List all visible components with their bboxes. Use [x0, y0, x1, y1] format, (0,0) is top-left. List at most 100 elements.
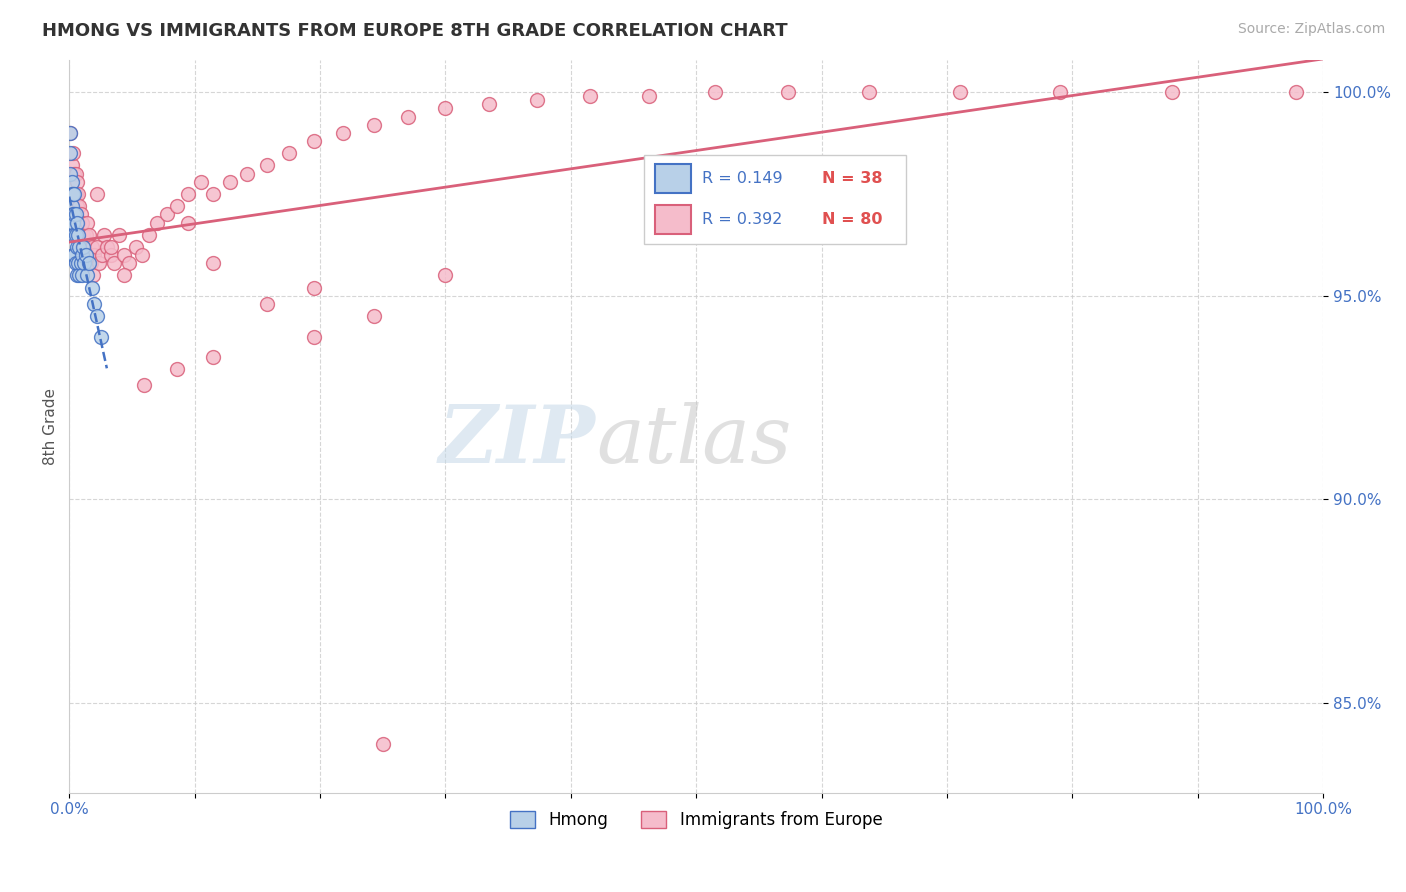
Point — [526, 93, 548, 107]
Point — [59, 126, 82, 140]
Point — [66, 240, 89, 254]
Point — [103, 256, 125, 270]
Point — [80, 280, 103, 294]
Point — [69, 235, 91, 250]
Point — [112, 248, 135, 262]
Point — [202, 350, 225, 364]
Point — [79, 227, 101, 242]
Point — [332, 126, 354, 140]
Point — [66, 215, 89, 229]
Point — [63, 186, 86, 201]
Point — [125, 240, 148, 254]
Point — [62, 186, 84, 201]
Point — [256, 297, 278, 311]
Point — [60, 159, 83, 173]
Point — [134, 378, 156, 392]
Point — [70, 248, 93, 262]
Point — [60, 199, 83, 213]
Point — [76, 268, 98, 283]
Point — [108, 227, 131, 242]
Point — [62, 207, 84, 221]
Point — [277, 146, 299, 161]
Point — [949, 85, 972, 99]
Point — [218, 175, 240, 189]
Point — [83, 297, 105, 311]
Point — [69, 256, 91, 270]
Point — [166, 199, 188, 213]
Point — [72, 240, 94, 254]
Point — [256, 159, 278, 173]
Point — [66, 186, 89, 201]
Point — [858, 85, 880, 99]
Point — [156, 207, 179, 221]
Point — [70, 215, 93, 229]
Point — [62, 215, 84, 229]
Point — [90, 248, 112, 262]
Point — [478, 97, 501, 112]
Text: N = 38: N = 38 — [823, 171, 883, 186]
FancyBboxPatch shape — [655, 205, 692, 234]
Point — [93, 227, 115, 242]
Point — [396, 110, 419, 124]
Point — [59, 167, 82, 181]
Point — [302, 329, 325, 343]
Point — [73, 240, 96, 254]
Point — [66, 215, 89, 229]
Point — [190, 175, 212, 189]
Text: atlas: atlas — [596, 402, 792, 480]
Point — [67, 227, 90, 242]
Point — [75, 248, 97, 262]
Point — [59, 126, 82, 140]
Point — [86, 186, 108, 201]
Point — [776, 85, 799, 99]
FancyBboxPatch shape — [655, 164, 692, 193]
Point — [70, 248, 93, 262]
Point — [65, 167, 87, 181]
Point — [1049, 85, 1071, 99]
Text: N = 80: N = 80 — [823, 212, 883, 227]
Point — [637, 89, 659, 103]
Point — [62, 248, 84, 262]
Point — [63, 167, 86, 181]
Point — [75, 227, 97, 242]
Point — [118, 256, 141, 270]
Text: R = 0.149: R = 0.149 — [702, 171, 783, 186]
Point — [704, 85, 727, 99]
Point — [66, 268, 89, 283]
Point — [302, 280, 325, 294]
Point — [69, 207, 91, 221]
Text: ZIP: ZIP — [439, 402, 596, 480]
Text: HMONG VS IMMIGRANTS FROM EUROPE 8TH GRADE CORRELATION CHART: HMONG VS IMMIGRANTS FROM EUROPE 8TH GRAD… — [42, 22, 787, 40]
Text: R = 0.392: R = 0.392 — [702, 212, 782, 227]
Point — [79, 256, 101, 270]
FancyBboxPatch shape — [644, 155, 905, 244]
Point — [67, 240, 90, 254]
Point — [62, 146, 84, 161]
Point — [100, 248, 122, 262]
Point — [236, 167, 259, 181]
Point — [1285, 85, 1308, 99]
Point — [138, 227, 160, 242]
Point — [62, 227, 84, 242]
Point — [76, 215, 98, 229]
Point — [112, 268, 135, 283]
Point — [72, 227, 94, 242]
Point — [77, 248, 100, 262]
Point — [70, 268, 93, 283]
Point — [100, 240, 122, 254]
Point — [82, 268, 104, 283]
Point — [90, 329, 112, 343]
Point — [60, 215, 83, 229]
Point — [434, 102, 457, 116]
Point — [63, 186, 86, 201]
Point — [96, 240, 118, 254]
Point — [67, 268, 90, 283]
Point — [177, 186, 200, 201]
Point — [66, 227, 89, 242]
Point — [65, 186, 87, 201]
Point — [86, 309, 108, 323]
Point — [1160, 85, 1182, 99]
Point — [578, 89, 600, 103]
Point — [63, 227, 86, 242]
Point — [60, 186, 83, 201]
